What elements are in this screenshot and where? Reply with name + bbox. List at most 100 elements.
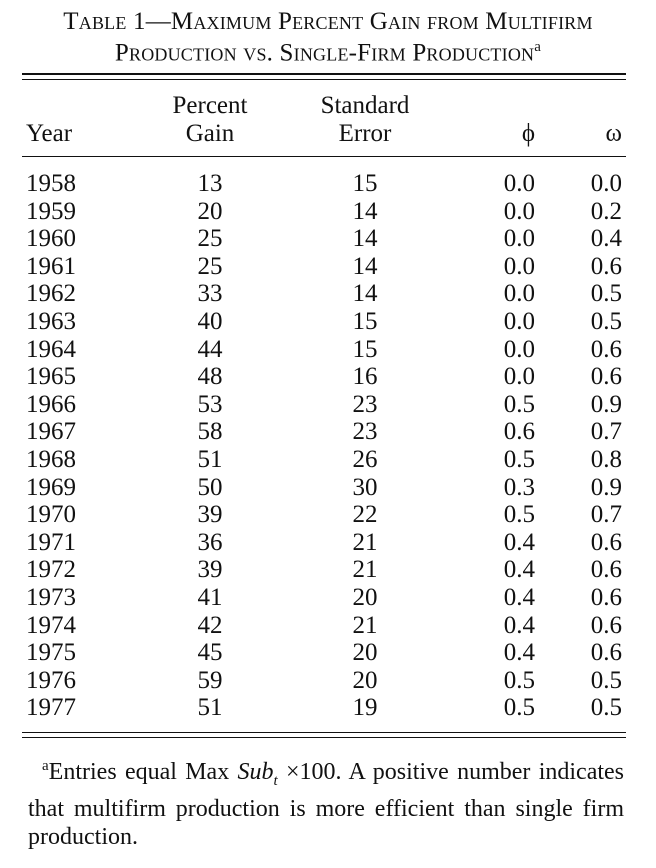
cell-phi: 0.3 [503,473,535,501]
table-row: 1965 48 16 0.0 0.6 [0,363,656,391]
footnote-text-before: Entries equal Max [48,759,238,785]
cell-gain: 36 [197,528,223,556]
cell-year: 1975 [26,639,76,667]
cell-phi: 0.4 [503,611,535,639]
cell-year: 1963 [26,308,76,335]
cell-omega: 0.6 [590,335,622,363]
cell-gain: 59 [197,666,223,694]
cell-year: 1972 [26,556,76,584]
cell-omega: 0.0 [590,170,622,197]
cell-gain: 48 [197,363,223,391]
cell-year: 1965 [26,363,76,391]
table-row: 1967 58 23 0.6 0.7 [0,418,656,446]
cell-year: 1959 [26,197,76,225]
cell-gain: 39 [197,501,223,529]
cell-standard-error: 23 [352,418,378,446]
cell-gain: 25 [197,252,223,280]
cell-phi: 0.0 [503,335,535,363]
cell-standard-error: 19 [352,694,378,722]
cell-standard-error: 22 [352,501,378,529]
table-row: 1973 41 20 0.4 0.6 [0,584,656,612]
cell-year: 1971 [26,528,76,556]
table-footnote: aEntries equal Max Subt ×100. A positive… [28,752,624,851]
cell-phi: 0.5 [503,501,535,529]
cell-year: 1969 [26,473,76,501]
table-row: 1968 51 26 0.5 0.8 [0,446,656,474]
cell-phi: 0.0 [503,280,535,308]
cell-year: 1968 [26,446,76,473]
table-row: 1977 51 19 0.5 0.5 [0,694,656,722]
title-footnote-marker: a [534,39,542,55]
cell-omega: 0.8 [590,446,622,473]
footnote-marker: a [42,758,49,774]
cell-standard-error: 15 [352,308,378,335]
footnote-sub-italic: Sub [237,759,274,785]
cell-standard-error: 20 [352,639,378,667]
header-phi: ϕ [521,120,535,147]
title-line-1: Table 1—Maximum Percent Gain from Multif… [0,8,656,36]
cell-standard-error: 30 [352,473,378,501]
table-row: 1971 36 21 0.4 0.6 [0,529,656,557]
cell-phi: 0.0 [503,308,535,335]
table-row: 1962 33 14 0.0 0.5 [0,280,656,308]
table-row: 1963 40 15 0.0 0.5 [0,308,656,336]
header-gain-line2: Gain [185,120,235,147]
cell-phi: 0.0 [503,170,535,197]
cell-gain: 33 [197,280,223,308]
cell-omega: 0.9 [590,390,622,418]
cell-gain: 20 [197,197,223,225]
cell-standard-error: 21 [352,556,378,584]
cell-year: 1970 [26,501,76,529]
cell-omega: 0.6 [590,252,622,280]
cell-phi: 0.4 [503,639,535,667]
cell-year: 1958 [26,170,76,197]
cell-standard-error: 14 [352,225,378,253]
cell-gain: 25 [197,225,223,253]
cell-year: 1962 [26,280,76,308]
title-line-1-text: Table 1—Maximum Percent Gain from Multif… [63,8,593,35]
cell-gain: 42 [197,611,223,639]
table-row: 1964 44 15 0.0 0.6 [0,336,656,364]
cell-year: 1973 [26,584,76,611]
table-row: 1976 59 20 0.5 0.5 [0,667,656,695]
table-row: 1961 25 14 0.0 0.6 [0,253,656,281]
cell-omega: 0.6 [590,556,622,584]
cell-phi: 0.0 [503,363,535,391]
cell-omega: 0.9 [590,473,622,501]
table-row: 1974 42 21 0.4 0.6 [0,612,656,640]
table-row: 1972 39 21 0.4 0.6 [0,556,656,584]
cell-phi: 0.5 [503,390,535,418]
footnote-subscript: t [273,772,278,789]
top-rule-2 [22,79,626,80]
table-row: 1958 13 15 0.0 0.0 [0,170,656,198]
cell-phi: 0.5 [503,446,535,473]
cell-standard-error: 26 [352,446,378,473]
cell-standard-error: 16 [352,363,378,391]
cell-omega: 0.5 [590,694,622,722]
cell-year: 1964 [26,335,76,363]
cell-gain: 40 [197,308,223,335]
cell-standard-error: 14 [352,280,378,308]
cell-standard-error: 20 [352,584,378,611]
cell-gain: 50 [197,473,223,501]
title-line-2-text: Production vs. Single-Firm Production [114,39,535,67]
cell-phi: 0.6 [503,418,535,446]
cell-year: 1976 [26,666,76,694]
table-row: 1959 20 14 0.0 0.2 [0,198,656,226]
cell-omega: 0.6 [590,584,622,611]
header-omega: ω [605,120,622,147]
table-row: 1975 45 20 0.4 0.6 [0,639,656,667]
header-year: Year [26,120,73,147]
cell-omega: 0.6 [590,528,622,556]
cell-standard-error: 15 [352,335,378,363]
cell-year: 1960 [26,225,76,253]
cell-gain: 44 [197,335,223,363]
cell-omega: 0.2 [590,197,622,225]
cell-gain: 41 [197,584,223,611]
cell-gain: 53 [197,390,223,418]
bottom-rule-1 [22,732,626,733]
cell-omega: 0.4 [590,225,622,253]
cell-standard-error: 21 [352,528,378,556]
cell-gain: 51 [197,694,223,722]
table-row: 1970 39 22 0.5 0.7 [0,501,656,529]
